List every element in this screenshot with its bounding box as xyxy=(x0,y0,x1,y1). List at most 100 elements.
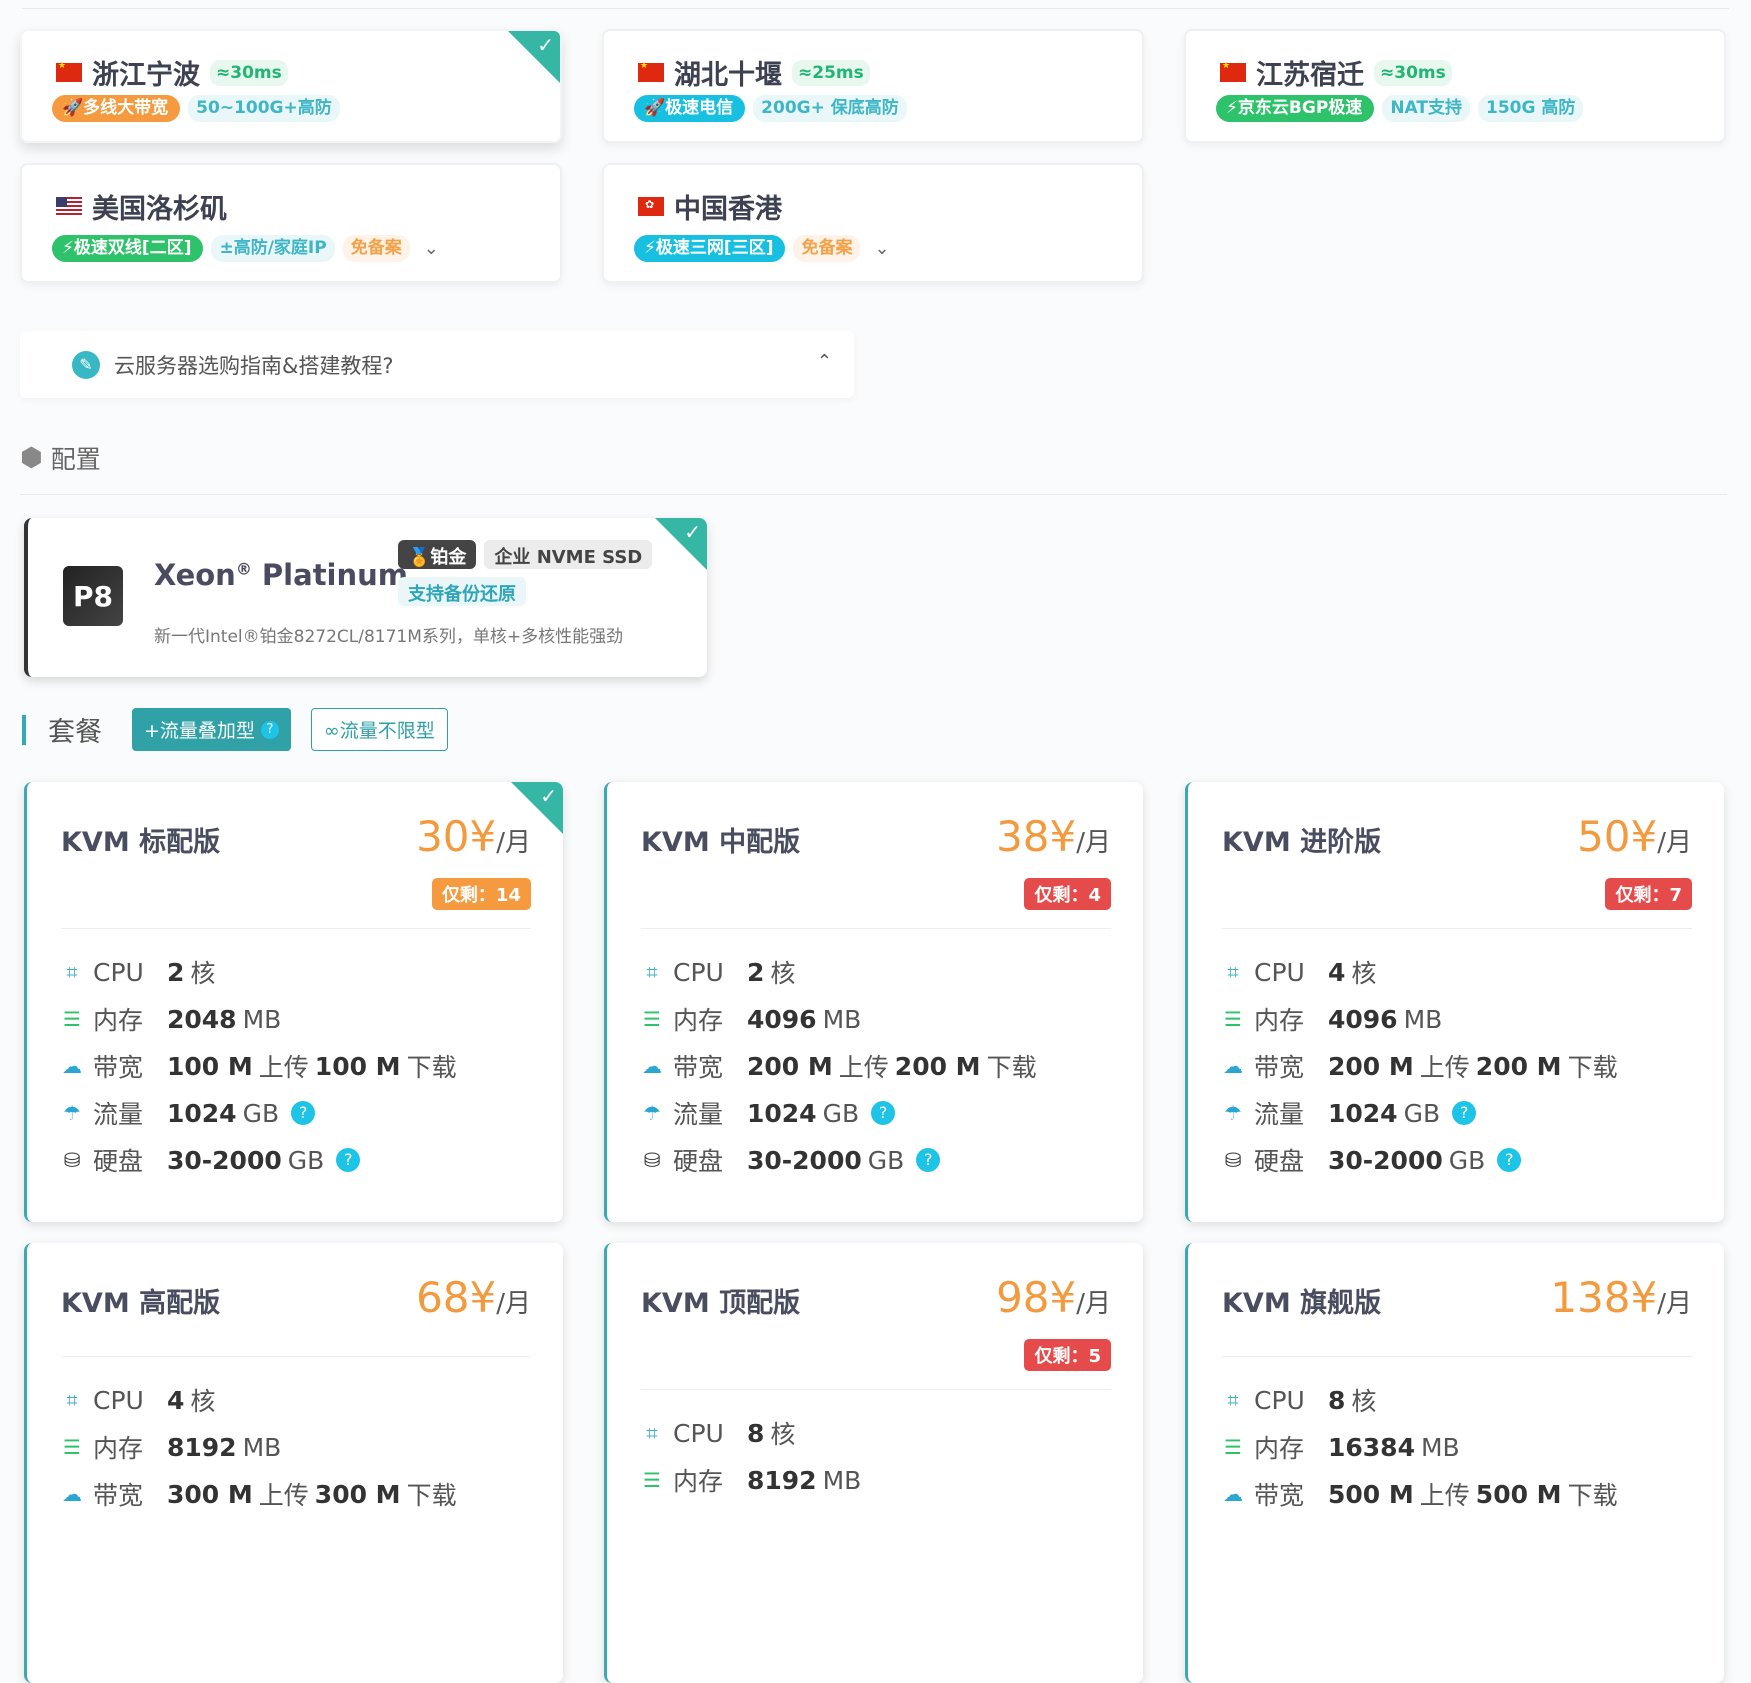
spec-value: 30-2000 xyxy=(747,1145,862,1175)
help-icon[interactable]: ? xyxy=(336,1148,361,1172)
price-period: /月 xyxy=(496,1289,531,1319)
spec-label: CPU xyxy=(673,1418,724,1448)
spec-row-bw: ☁ 带宽 500 M 上传 500 M 下载 xyxy=(1220,1476,1624,1512)
package-label: 套餐 xyxy=(48,717,102,748)
plan-divider xyxy=(61,1356,531,1357)
upload-unit: 上传 xyxy=(258,1053,309,1082)
spec-row-cpu: ⌗ CPU 2 核 xyxy=(639,954,801,990)
spec-value: 4096 xyxy=(747,1004,817,1034)
region-tags: 🚀极速电信 200G+ 保底高防 xyxy=(634,95,907,122)
plan-card[interactable]: KVM 高配版 68¥/月 ⌗ CPU 4 核 ☰ 内存 8192 MB ☁ 带宽 300 M 上传 300… xyxy=(24,1243,563,1683)
check-icon: ✓ xyxy=(684,520,701,544)
tag-platinum: 🏅铂金 xyxy=(398,540,477,569)
plan-card[interactable]: KVM 旗舰版 138¥/月 ⌗ CPU 8 核 ☰ 内存 16384 MB ☁ 带宽 500 M 上传 5… xyxy=(1185,1243,1724,1683)
spec-value: 1024 xyxy=(747,1098,817,1128)
selected-corner xyxy=(655,518,707,570)
feature-tag: ±高防/家庭IP xyxy=(211,235,335,262)
help-icon[interactable]: ? xyxy=(260,720,279,739)
region-card[interactable]: 浙江宁波 ≈30ms 🚀多线大带宽 50~100G+高防 ✓ xyxy=(20,29,562,143)
spec-label: 硬盘 xyxy=(1254,1147,1305,1176)
memory-icon: ☰ xyxy=(63,1007,81,1031)
spec-unit: MB xyxy=(242,1004,282,1034)
spec-unit: MB xyxy=(822,1465,862,1495)
spec-label: CPU xyxy=(1254,1385,1305,1415)
spec-unit: GB xyxy=(867,1145,905,1175)
price-value: 30¥ xyxy=(416,812,497,861)
feature-tag: 50~100G+高防 xyxy=(188,95,340,122)
stock-badge: 仅剩：14 xyxy=(431,878,531,910)
plan-price: 50¥/月 xyxy=(1577,812,1692,861)
plan-name: KVM 中配版 xyxy=(641,827,801,858)
chevron-up-icon[interactable]: ⌃ xyxy=(816,351,832,372)
download-value: 200 M xyxy=(894,1051,981,1081)
spec-label: 硬盘 xyxy=(673,1147,724,1176)
region-card[interactable]: 江苏宿迁 ≈30ms ⚡京东云BGP极速 NAT支持 150G 高防 xyxy=(1184,29,1726,143)
feature-tag: 免备案 xyxy=(342,235,410,262)
spec-value: 2 xyxy=(747,957,765,987)
plan-divider xyxy=(1222,1356,1692,1357)
spec-value: 8192 xyxy=(747,1465,817,1495)
plan-card[interactable]: KVM 顶配版 98¥/月 仅剩：5 ⌗ CPU 8 核 ☰ 内存 8192 MB xyxy=(604,1243,1143,1683)
region-card[interactable]: 美国洛杉矶 ⚡极速双线[二区] ±高防/家庭IP 免备案 ⌄ xyxy=(20,163,562,283)
memory-icon: ☰ xyxy=(1224,1007,1242,1031)
region-card[interactable]: 湖北十堰 ≈25ms 🚀极速电信 200G+ 保底高防 xyxy=(602,29,1144,143)
help-icon[interactable]: ? xyxy=(1497,1148,1522,1172)
spec-row-cpu: ⌗ CPU 8 核 xyxy=(1220,1382,1382,1418)
spec-value: 30-2000 xyxy=(167,1145,282,1175)
spec-row-bw: ☁ 带宽 300 M 上传 300 M 下载 xyxy=(59,1476,463,1512)
upload-value: 200 M xyxy=(1328,1051,1414,1081)
upload-unit: 上传 xyxy=(1419,1053,1470,1082)
spec-label: 流量 xyxy=(1254,1100,1305,1129)
price-value: 98¥ xyxy=(996,1273,1077,1322)
plan-name: KVM 标配版 xyxy=(61,827,221,858)
feature-tag: 免备案 xyxy=(793,235,861,262)
spec-label: CPU xyxy=(93,957,144,987)
line-pill: ⚡极速三网[三区] xyxy=(634,235,786,262)
region-header: 浙江宁波 ≈30ms xyxy=(56,53,288,92)
check-icon: ✓ xyxy=(540,784,557,808)
check-icon: ✓ xyxy=(537,33,554,57)
help-icon[interactable]: ? xyxy=(871,1101,896,1125)
chip-icon: ⌗ xyxy=(1227,1388,1239,1412)
selected-corner xyxy=(508,31,560,83)
guide-collapse[interactable]: ✎ 云服务器选购指南&搭建教程? ⌃ xyxy=(20,331,854,398)
stock-badge: 仅剩：7 xyxy=(1605,878,1692,910)
upload-value: 300 M xyxy=(167,1479,253,1509)
chevron-down-icon[interactable]: ⌄ xyxy=(423,238,439,259)
region-tags: ⚡极速双线[二区] ±高防/家庭IP 免备案 ⌄ xyxy=(52,235,439,262)
region-header: 美国洛杉矶 xyxy=(56,187,227,226)
help-icon[interactable]: ? xyxy=(291,1101,316,1125)
latency-badge: ≈25ms xyxy=(792,59,870,86)
selected-corner xyxy=(511,782,563,834)
spec-unit: MB xyxy=(242,1432,282,1462)
spec-value: 8 xyxy=(747,1418,765,1448)
unlimited-traffic-button[interactable]: ∞流量不限型 xyxy=(310,708,448,751)
plan-card[interactable]: KVM 标配版 30¥/月 仅剩：14 ⌗ CPU 2 核 ☰ 内存 2048 MB ☁ 带宽 100 M… xyxy=(24,782,563,1222)
help-icon[interactable]: ? xyxy=(1452,1101,1477,1125)
accent-bar xyxy=(22,714,26,745)
spec-label: 带宽 xyxy=(1254,1481,1305,1510)
spec-row-traffic: ☂ 流量 1024 GB? xyxy=(1220,1095,1477,1131)
upload-value: 500 M xyxy=(1328,1479,1414,1509)
chip-icon: ⌗ xyxy=(646,1421,658,1445)
region-card[interactable]: 中国香港 ⚡极速三网[三区] 免备案 ⌄ xyxy=(602,163,1144,283)
cpu-option-platinum[interactable]: P8 Xeon® Platinum 🏅铂金 企业 NVME SSD 支持备份还原… xyxy=(24,518,707,677)
price-period: /月 xyxy=(1076,828,1111,858)
chip-icon: ⌗ xyxy=(66,960,78,984)
spec-row-mem: ☰ 内存 8192 MB xyxy=(639,1462,867,1498)
spec-label: 带宽 xyxy=(1254,1053,1305,1082)
section-divider xyxy=(20,494,1727,495)
traffic-addon-button[interactable]: +流量叠加型? xyxy=(132,708,291,751)
cloud-upload-icon: ☁ xyxy=(642,1054,662,1078)
chevron-down-icon[interactable]: ⌄ xyxy=(874,238,890,259)
top-divider xyxy=(22,8,1729,9)
spec-row-mem: ☰ 内存 4096 MB xyxy=(639,1001,867,1037)
plan-name: KVM 进阶版 xyxy=(1222,827,1382,858)
compass-icon: ✎ xyxy=(72,350,100,379)
spec-label: CPU xyxy=(673,957,724,987)
database-icon: ⛁ xyxy=(643,1148,661,1172)
help-icon[interactable]: ? xyxy=(916,1148,941,1172)
memory-icon: ☰ xyxy=(643,1468,661,1492)
